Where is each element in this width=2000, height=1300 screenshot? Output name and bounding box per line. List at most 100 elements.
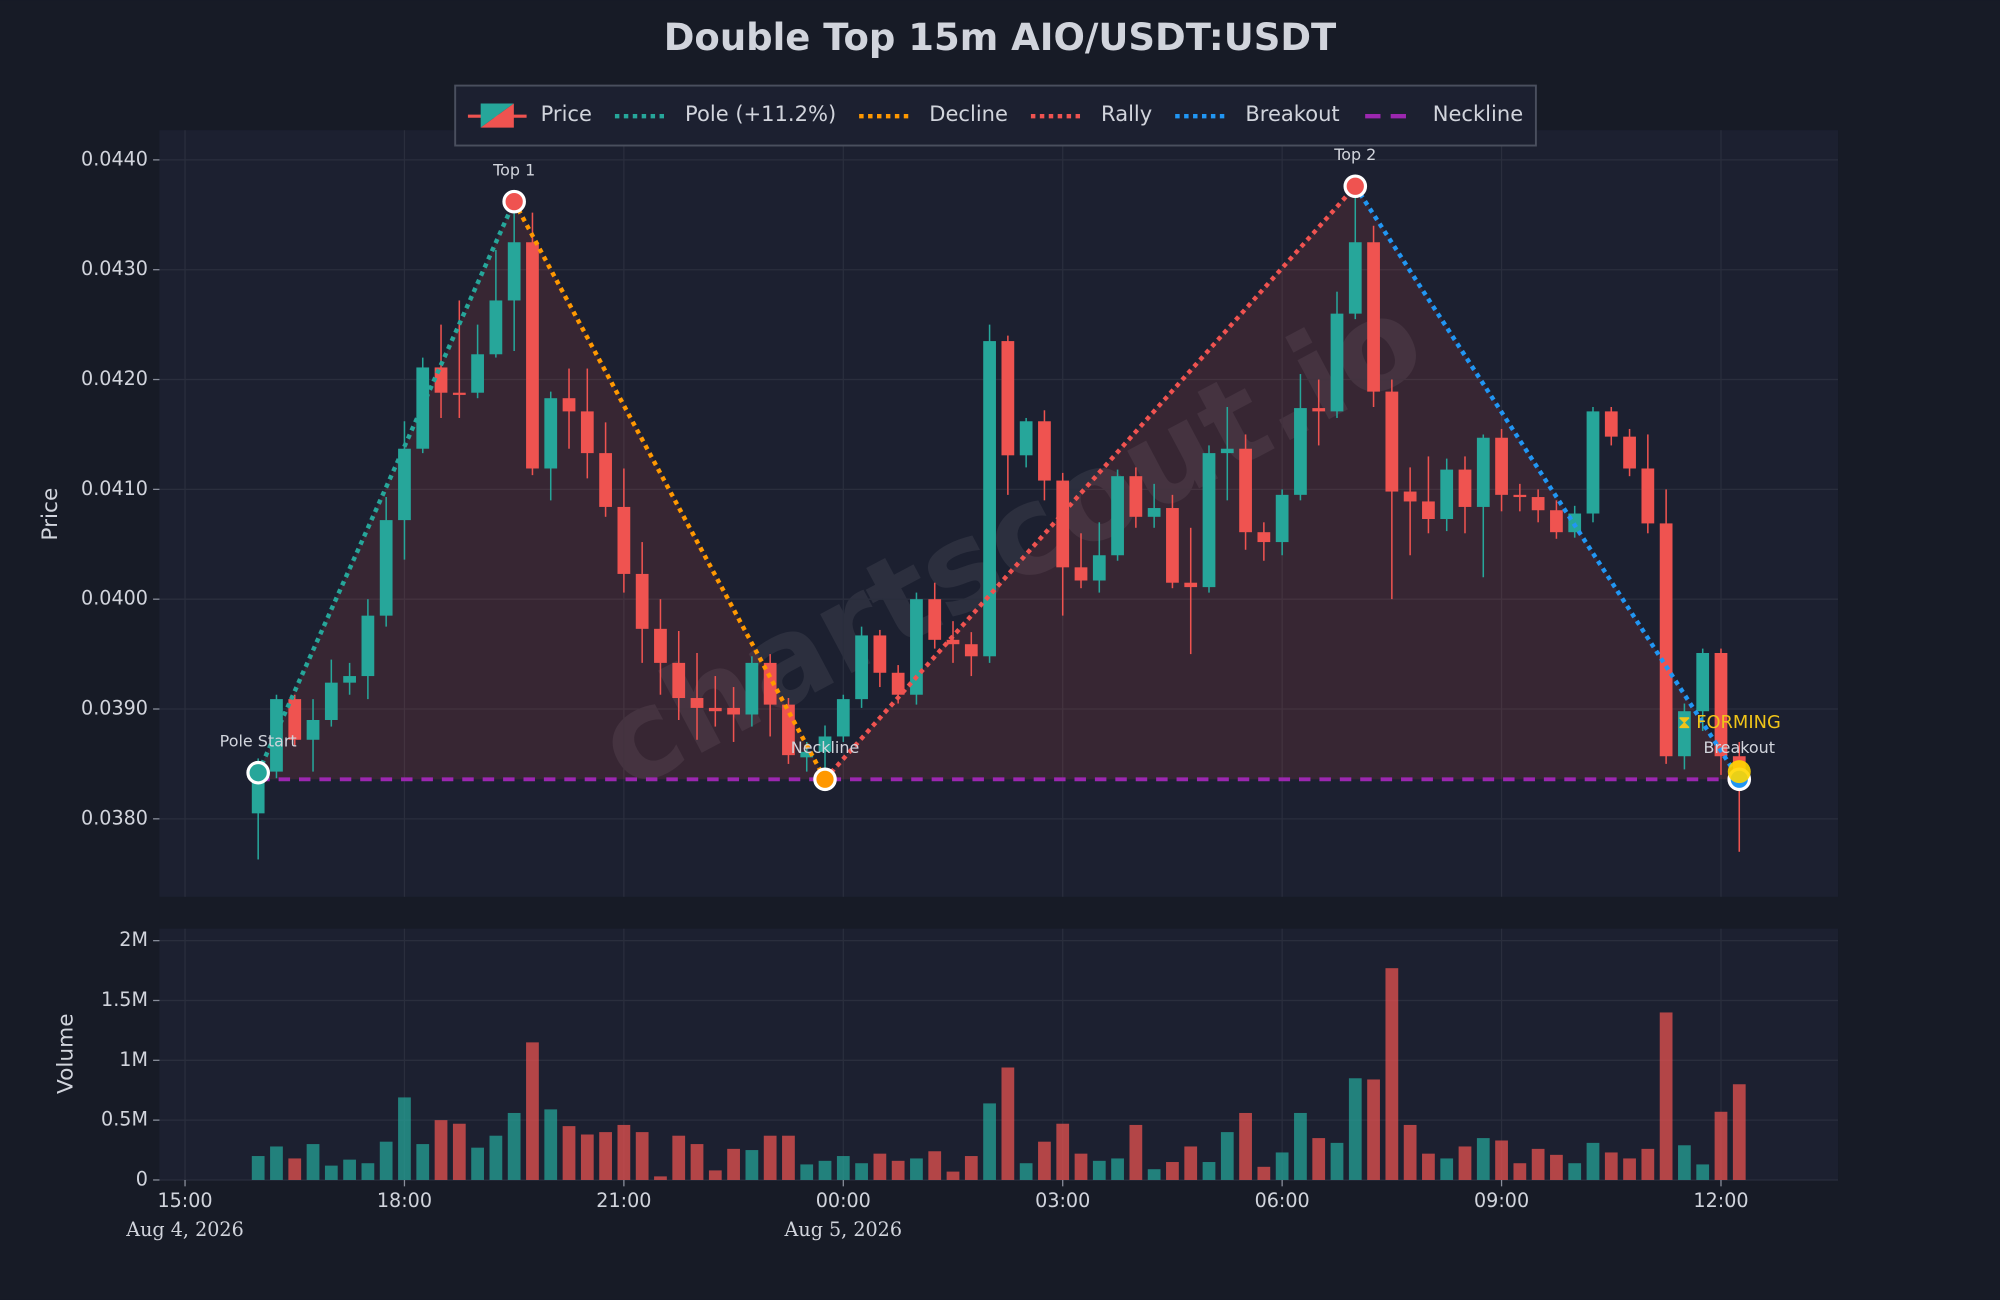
- candle-body: [599, 453, 612, 507]
- x-tick-label: 21:00: [596, 1189, 651, 1212]
- volume-bar: [1294, 1112, 1307, 1180]
- volume-bar: [1166, 1162, 1179, 1180]
- candle-body: [562, 398, 576, 412]
- candle-body: [1586, 411, 1600, 514]
- candle-body: [800, 751, 814, 758]
- volume-bar: [489, 1135, 503, 1180]
- candle-body: [1184, 582, 1198, 588]
- volume-bar: [763, 1135, 777, 1180]
- candle-body: [1239, 448, 1252, 533]
- candle-body: [910, 599, 923, 695]
- volume-bar: [708, 1170, 722, 1180]
- volume-bar: [1714, 1111, 1728, 1180]
- legend-label: Price: [541, 101, 592, 126]
- y-tick-label: 0.0430: [81, 257, 148, 280]
- candle-body: [1257, 532, 1271, 543]
- x-tick-label: 12:00: [1693, 1189, 1748, 1212]
- candle-body: [489, 300, 503, 355]
- volume-bar: [818, 1160, 832, 1180]
- volume-tick-label: 1M: [119, 1048, 148, 1071]
- volume-bar: [654, 1176, 667, 1180]
- volume-bar: [745, 1150, 759, 1180]
- legend-label: Neckline: [1433, 101, 1523, 126]
- volume-bar: [1568, 1163, 1582, 1180]
- volume-bar: [1495, 1140, 1508, 1180]
- candle-body: [1550, 510, 1563, 533]
- candle-body: [1714, 652, 1728, 757]
- y-tick-label: 0.0440: [81, 147, 148, 170]
- candle-body: [1038, 421, 1051, 481]
- volume-bar: [1001, 1067, 1015, 1180]
- candle-body: [1659, 523, 1673, 757]
- candle-body: [1696, 652, 1710, 712]
- volume-bar: [617, 1124, 631, 1180]
- candle-body: [690, 698, 704, 708]
- x-tick-label: 00:00: [816, 1189, 871, 1212]
- status-marker: [1727, 760, 1751, 784]
- volume-bar: [855, 1163, 868, 1180]
- volume-bar: [873, 1153, 887, 1180]
- candle-body: [1531, 497, 1545, 511]
- candle-body: [1385, 391, 1399, 492]
- candle-body: [873, 635, 887, 673]
- volume-bar: [1019, 1163, 1033, 1180]
- volume-bar: [1257, 1166, 1271, 1180]
- volume-tick-label: 1.5M: [101, 988, 148, 1011]
- legend-label: Breakout: [1245, 101, 1339, 126]
- candle-body: [1202, 453, 1216, 588]
- volume-bar: [1348, 1078, 1362, 1180]
- candle-body: [1129, 476, 1143, 517]
- candle-body: [379, 520, 393, 616]
- volume-bar: [270, 1146, 283, 1180]
- candle-body: [1623, 436, 1636, 469]
- volume-bar: [1184, 1146, 1198, 1180]
- volume-tick-label: 0: [136, 1167, 148, 1190]
- volume-bar: [635, 1132, 649, 1180]
- candle-body: [964, 644, 978, 657]
- candle-body: [1312, 408, 1326, 412]
- volume-tick-label: 2M: [119, 928, 148, 951]
- point-label: Top 1: [492, 161, 535, 180]
- volume-tick-label: 0.5M: [101, 1108, 148, 1131]
- candle-body: [416, 367, 430, 449]
- volume-bar: [1604, 1152, 1618, 1180]
- candle-body: [1678, 711, 1691, 757]
- volume-bar: [452, 1123, 466, 1180]
- volume-bar: [544, 1109, 558, 1180]
- candle-body: [1403, 491, 1417, 502]
- candle-body: [1111, 476, 1124, 556]
- candle-body: [1495, 437, 1508, 495]
- candle-body: [1604, 411, 1618, 437]
- x-tick-label: 15:00: [157, 1189, 212, 1212]
- pattern-point: [813, 767, 837, 792]
- volume-bar: [1056, 1123, 1070, 1180]
- volume-axis-label: Volume: [53, 1013, 78, 1094]
- candle-body: [617, 506, 631, 574]
- status-label: ⧗ FORMING: [1678, 712, 1781, 733]
- candle-body: [507, 242, 521, 301]
- volume-bar: [416, 1144, 430, 1180]
- candle-body: [1476, 437, 1490, 507]
- candle-body: [818, 736, 832, 752]
- candle-body: [836, 699, 850, 737]
- x-date-label: Aug 4, 2026: [125, 1218, 243, 1241]
- legend-icon: [480, 103, 514, 128]
- candle-body: [1056, 480, 1070, 568]
- candle-body: [526, 242, 539, 469]
- candle-body: [708, 707, 722, 712]
- volume-bar: [1678, 1145, 1691, 1180]
- volume-bar: [251, 1156, 265, 1180]
- legend-label: Pole (+11.2%): [685, 101, 836, 126]
- candle-body: [1092, 555, 1106, 581]
- legend-label: Decline: [929, 101, 1008, 126]
- volume-bar: [891, 1160, 905, 1180]
- volume-bar: [1092, 1160, 1106, 1180]
- legend-label: Rally: [1101, 101, 1152, 126]
- volume-bar: [288, 1158, 302, 1180]
- volume-bar: [562, 1126, 576, 1180]
- pattern-line: [1353, 185, 1742, 781]
- x-tick-label: 18:00: [377, 1189, 432, 1212]
- candle-body: [891, 672, 905, 695]
